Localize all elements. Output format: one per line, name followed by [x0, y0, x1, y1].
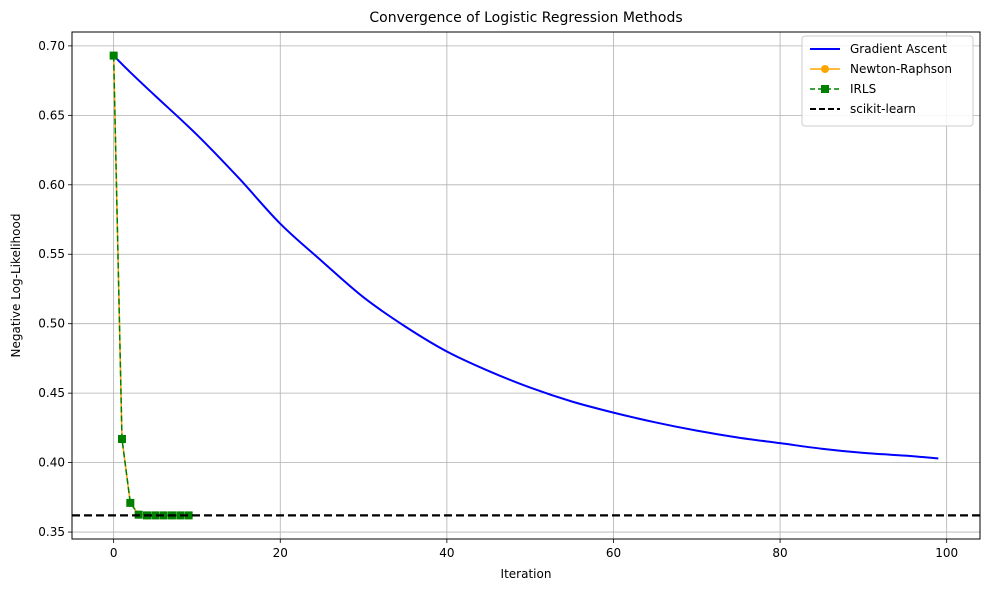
- x-tick-label: 20: [273, 546, 288, 560]
- legend-label-newton-raphson: Newton-Raphson: [850, 62, 952, 76]
- legend: Gradient Ascent Newton-Raphson IRLS scikit-…: [801, 35, 974, 127]
- y-axis-label: Negative Log-Likelihood: [9, 214, 23, 358]
- plot-area: [72, 51, 980, 520]
- irls-point: [126, 498, 135, 507]
- gradient-ascent-line: [112, 54, 939, 460]
- grid: [72, 32, 980, 539]
- x-tick-label: 100: [935, 546, 958, 560]
- y-tick-label: 0.60: [38, 178, 65, 192]
- axes-frame: [71, 31, 981, 540]
- x-tick-label: 80: [772, 546, 787, 560]
- irls-point: [109, 51, 118, 60]
- ticks: 0 20 40 60 80 100 0.35 0.40 0.45 0.50 0.55 0.60 0.65…: [38, 39, 958, 560]
- legend-label-gradient-ascent: Gradient Ascent: [850, 42, 947, 56]
- irls-line: [112, 55, 189, 517]
- legend-label-irls: IRLS: [850, 82, 876, 96]
- legend-marker-newton-raphson: [821, 65, 829, 73]
- x-tick-label: 40: [439, 546, 454, 560]
- y-tick-label: 0.45: [38, 386, 65, 400]
- legend-label-scikit-learn: scikit-learn: [850, 102, 916, 116]
- x-tick-label: 0: [110, 546, 118, 560]
- legend-box: [801, 35, 974, 127]
- irls-point: [151, 511, 160, 520]
- y-tick-label: 0.50: [38, 317, 65, 331]
- irls-point: [117, 434, 126, 443]
- chart-title: Convergence of Logistic Regression Metho…: [369, 10, 682, 26]
- x-axis-label: Iteration: [501, 567, 552, 581]
- y-tick-label: 0.40: [38, 456, 65, 470]
- y-tick-label: 0.55: [38, 247, 65, 261]
- irls-point: [184, 511, 193, 520]
- y-tick-label: 0.70: [38, 39, 65, 53]
- y-tick-label: 0.35: [38, 525, 65, 539]
- x-tick-label: 60: [606, 546, 621, 560]
- y-tick-label: 0.65: [38, 108, 65, 122]
- legend-marker-irls: [821, 85, 829, 93]
